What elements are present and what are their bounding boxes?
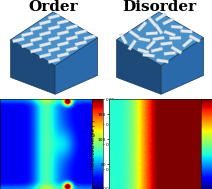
Polygon shape xyxy=(57,41,69,47)
Y-axis label: Polarized Angle (°): Polarized Angle (°) xyxy=(91,119,96,169)
Polygon shape xyxy=(161,38,204,94)
Polygon shape xyxy=(30,47,42,53)
Polygon shape xyxy=(129,30,140,39)
Polygon shape xyxy=(66,24,78,30)
Polygon shape xyxy=(156,59,169,63)
Polygon shape xyxy=(171,25,183,29)
Polygon shape xyxy=(30,36,42,42)
Polygon shape xyxy=(48,36,60,42)
Polygon shape xyxy=(137,21,147,32)
Polygon shape xyxy=(146,32,158,35)
Text: Order: Order xyxy=(28,0,78,14)
Polygon shape xyxy=(12,37,25,43)
Polygon shape xyxy=(137,48,149,54)
Polygon shape xyxy=(39,53,51,58)
Polygon shape xyxy=(75,40,87,46)
Text: Disorder: Disorder xyxy=(122,0,196,14)
Polygon shape xyxy=(11,40,55,94)
Polygon shape xyxy=(57,19,69,25)
Polygon shape xyxy=(171,46,182,54)
Polygon shape xyxy=(117,40,161,94)
Polygon shape xyxy=(155,13,166,22)
Polygon shape xyxy=(57,30,69,36)
Polygon shape xyxy=(160,41,172,46)
Polygon shape xyxy=(143,53,155,57)
Polygon shape xyxy=(48,58,60,64)
Polygon shape xyxy=(182,38,193,48)
Polygon shape xyxy=(164,30,176,37)
Polygon shape xyxy=(11,12,98,66)
Polygon shape xyxy=(117,12,204,66)
Polygon shape xyxy=(146,40,156,50)
Polygon shape xyxy=(119,33,128,44)
Polygon shape xyxy=(39,31,51,36)
Polygon shape xyxy=(48,25,60,31)
Polygon shape xyxy=(21,31,33,37)
Polygon shape xyxy=(66,46,78,52)
Polygon shape xyxy=(84,35,96,40)
Polygon shape xyxy=(128,40,137,50)
Polygon shape xyxy=(152,36,165,41)
Polygon shape xyxy=(154,24,163,34)
Polygon shape xyxy=(55,38,98,94)
Polygon shape xyxy=(48,14,60,19)
Polygon shape xyxy=(39,42,51,47)
Polygon shape xyxy=(75,29,87,35)
Polygon shape xyxy=(138,37,150,42)
Polygon shape xyxy=(180,29,192,33)
Polygon shape xyxy=(66,35,78,41)
Polygon shape xyxy=(57,52,69,58)
Polygon shape xyxy=(148,17,157,27)
Polygon shape xyxy=(21,42,33,48)
Polygon shape xyxy=(169,36,181,40)
Polygon shape xyxy=(162,18,174,25)
Polygon shape xyxy=(39,20,51,25)
Polygon shape xyxy=(48,47,60,53)
Polygon shape xyxy=(189,35,201,43)
Polygon shape xyxy=(164,51,176,55)
Polygon shape xyxy=(151,47,163,53)
Polygon shape xyxy=(30,26,42,31)
